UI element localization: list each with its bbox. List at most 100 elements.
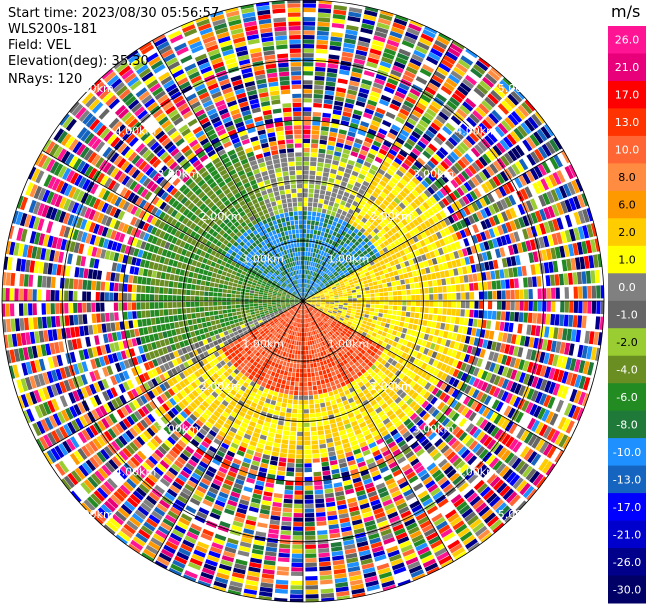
velocity-gate	[263, 560, 276, 566]
velocity-gate	[398, 229, 405, 237]
velocity-gate	[319, 139, 327, 145]
velocity-gate	[425, 327, 431, 334]
velocity-gate	[554, 187, 564, 201]
velocity-gate	[333, 389, 339, 395]
velocity-gate	[303, 25, 315, 31]
velocity-gate	[316, 416, 322, 422]
velocity-gate	[443, 236, 450, 245]
velocity-gate	[306, 294, 309, 298]
velocity-gate	[596, 301, 601, 314]
velocity-gate	[500, 311, 506, 321]
velocity-gate	[267, 379, 273, 385]
velocity-gate	[522, 156, 533, 169]
velocity-gate	[360, 273, 366, 278]
velocity-gate	[440, 85, 453, 96]
velocity-gate	[438, 200, 446, 209]
velocity-gate	[378, 313, 383, 318]
velocity-gate	[514, 144, 525, 157]
velocity-gate	[388, 148, 398, 157]
velocity-gate	[491, 238, 499, 248]
velocity-gate	[451, 213, 459, 222]
velocity-gate	[379, 260, 385, 266]
velocity-gate	[382, 90, 393, 99]
velocity-gate	[379, 60, 392, 69]
velocity-gate	[318, 439, 326, 445]
velocity-gate	[478, 301, 484, 309]
velocity-gate	[342, 148, 351, 155]
velocity-gate	[307, 284, 310, 289]
velocity-gate	[368, 168, 377, 176]
velocity-gate	[309, 340, 313, 346]
velocity-gate	[337, 288, 342, 292]
velocity-gate	[357, 267, 363, 272]
velocity-gate	[347, 131, 356, 138]
velocity-gate	[277, 466, 286, 472]
velocity-gate	[354, 54, 367, 61]
velocity-gate	[326, 285, 331, 289]
velocity-gate	[337, 244, 343, 250]
velocity-gate	[504, 234, 512, 245]
velocity-gate	[328, 229, 334, 235]
velocity-gate	[346, 24, 359, 32]
velocity-gate	[403, 100, 414, 109]
velocity-gate	[357, 258, 363, 264]
velocity-gate	[315, 498, 325, 504]
velocity-gate	[362, 141, 372, 148]
velocity-gate	[541, 275, 546, 287]
velocity-gate	[289, 385, 294, 391]
velocity-gate	[393, 296, 398, 301]
velocity-gate	[566, 258, 572, 271]
velocity-gate	[392, 291, 398, 296]
velocity-gate	[311, 220, 315, 226]
velocity-gate	[277, 557, 290, 563]
velocity-gate	[367, 266, 373, 271]
velocity-gate	[305, 288, 308, 293]
velocity-gate	[337, 255, 342, 261]
velocity-gate	[430, 242, 438, 250]
velocity-gate	[435, 150, 446, 160]
velocity-gate	[351, 67, 363, 74]
velocity-gate	[444, 270, 450, 278]
velocity-gate	[313, 390, 318, 395]
velocity-gate	[284, 421, 291, 427]
velocity-gate	[581, 315, 587, 329]
velocity-gate	[343, 305, 348, 308]
velocity-gate	[452, 39, 466, 50]
velocity-gate	[469, 309, 474, 318]
velocity-gate	[338, 74, 349, 80]
velocity-gate	[351, 274, 356, 279]
velocity-gate	[550, 189, 559, 202]
velocity-gate	[310, 157, 317, 162]
velocity-gate	[316, 166, 323, 172]
velocity-gate	[412, 235, 419, 243]
velocity-gate	[330, 123, 339, 129]
velocity-gate	[349, 281, 354, 286]
velocity-gate	[351, 170, 359, 177]
velocity-gate	[318, 370, 323, 376]
velocity-gate	[425, 267, 431, 274]
velocity-gate	[356, 96, 367, 103]
velocity-gate	[318, 281, 322, 285]
velocity-gate	[467, 236, 474, 246]
velocity-gate	[313, 198, 319, 203]
velocity-gate	[396, 86, 408, 95]
velocity-gate	[426, 320, 432, 327]
velocity-gate	[313, 394, 319, 400]
velocity-gate	[319, 361, 324, 366]
velocity-gate	[307, 298, 312, 300]
velocity-gate	[362, 224, 369, 230]
velocity-gate	[338, 296, 344, 299]
velocity-gate	[334, 227, 340, 233]
velocity-gate	[488, 228, 496, 238]
velocity-gate	[313, 289, 318, 293]
velocity-gate	[508, 194, 517, 206]
velocity-gate	[385, 136, 394, 144]
velocity-gate	[329, 173, 336, 179]
velocity-gate	[293, 399, 298, 405]
velocity-gate	[450, 115, 462, 126]
velocity-gate	[390, 234, 397, 242]
velocity-gate	[273, 493, 283, 499]
velocity-gate	[304, 517, 315, 522]
velocity-gate	[306, 274, 309, 279]
velocity-gate	[538, 194, 547, 207]
